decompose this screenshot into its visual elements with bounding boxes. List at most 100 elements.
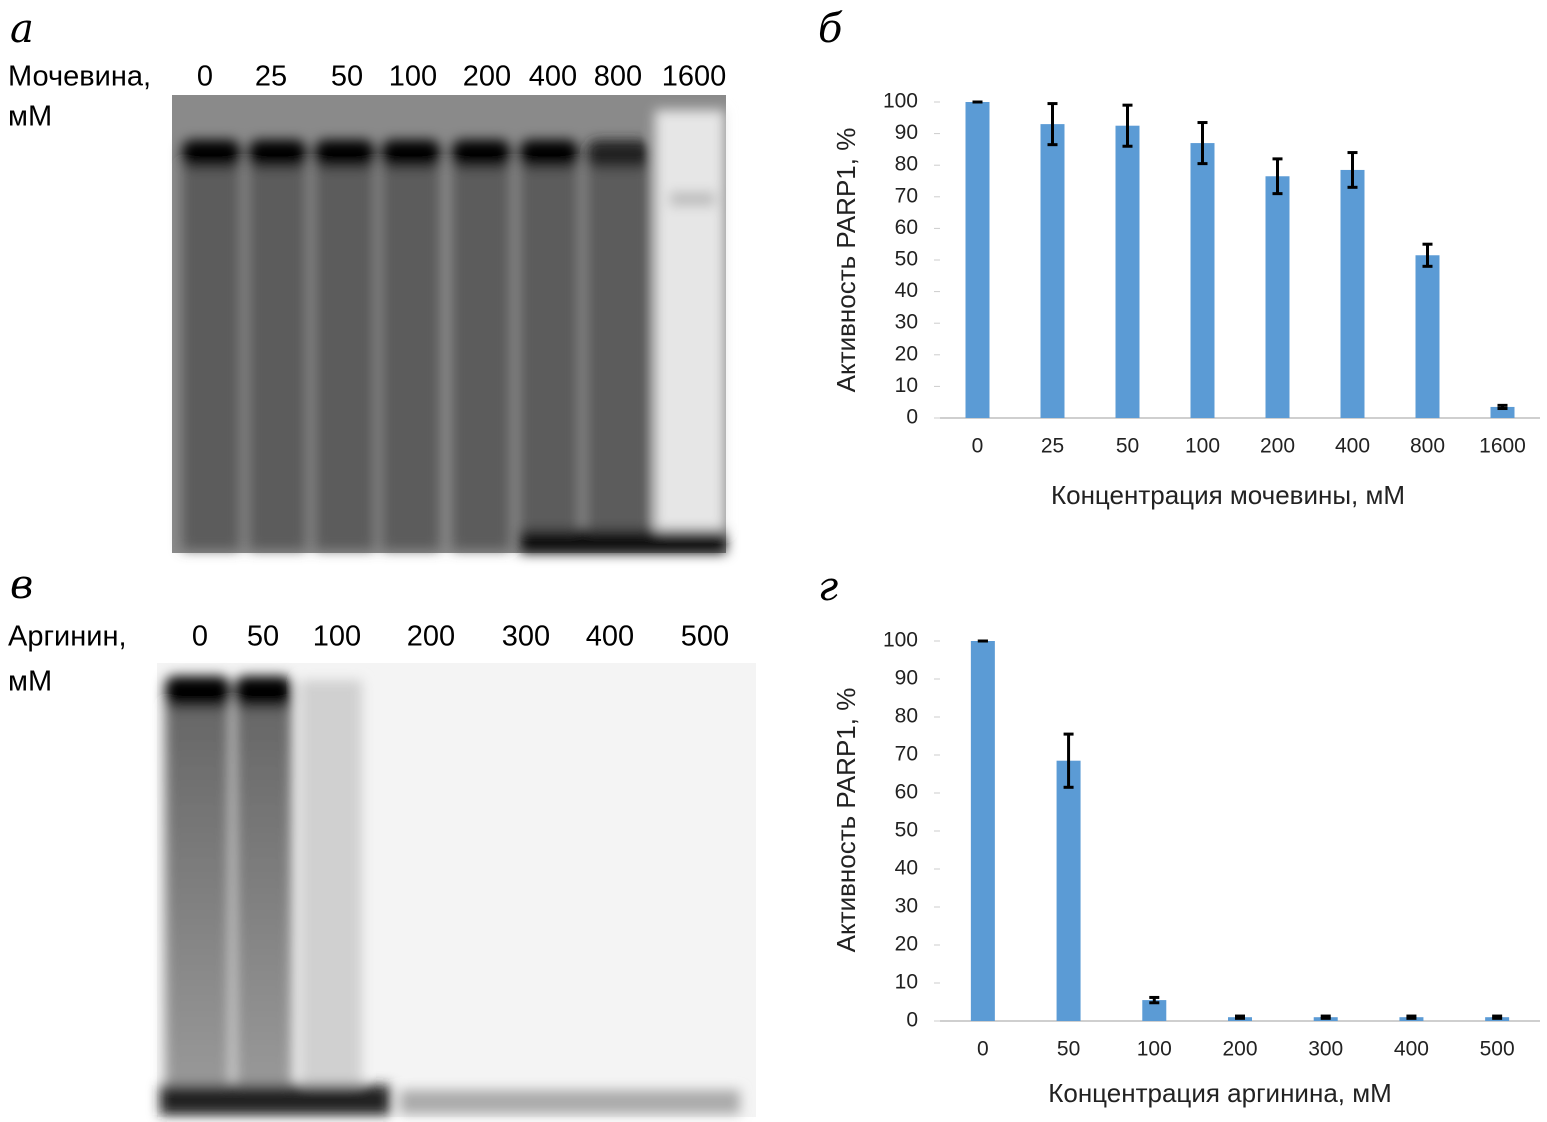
error-bar — [1347, 151, 1358, 189]
lane-label: 300 — [502, 621, 550, 653]
y-tick-label: 10 — [895, 374, 918, 397]
bar — [1056, 760, 1081, 1021]
lane-label: 400 — [586, 621, 634, 653]
bar — [965, 102, 990, 418]
lane-label: 800 — [594, 61, 642, 93]
x-tick-label: 400 — [1335, 435, 1370, 458]
panel-letter: г — [818, 564, 838, 610]
gel-band — [165, 676, 230, 708]
y-tick-label: 30 — [895, 895, 918, 918]
gel-lane — [315, 160, 374, 550]
y-tick-label: 70 — [895, 743, 918, 766]
y-tick-label: 70 — [895, 184, 918, 207]
x-tick-label: 100 — [1137, 1038, 1172, 1061]
x-tick-label: 300 — [1308, 1038, 1343, 1061]
bar — [1040, 124, 1065, 419]
x-tick-label: 50 — [1116, 435, 1139, 458]
gel-band — [520, 140, 578, 168]
error-bar — [1497, 403, 1508, 411]
x-tick-label: 0 — [972, 435, 984, 458]
lane-label: 100 — [313, 621, 361, 653]
lane-label: 200 — [407, 621, 455, 653]
gel-smear — [400, 1090, 740, 1114]
lane-label: 500 — [681, 621, 729, 653]
y-tick-label: 60 — [895, 781, 918, 804]
error-bar — [1492, 1014, 1503, 1020]
y-tick-label: 50 — [895, 819, 918, 842]
y-tick-label: 60 — [895, 216, 918, 239]
gel-label: Аргинин, — [8, 621, 127, 653]
error-bar — [1320, 1014, 1331, 1020]
error-bar — [1406, 1014, 1417, 1020]
y-tick-label: 80 — [895, 153, 918, 176]
bar — [1490, 406, 1515, 418]
lane-label: 0 — [192, 621, 208, 653]
gel-band — [249, 140, 306, 168]
gel-lane — [300, 680, 362, 1090]
error-bar — [1422, 242, 1433, 268]
y-tick-label: 100 — [883, 629, 918, 652]
x-tick-label: 0 — [977, 1038, 989, 1061]
error-bar — [1063, 732, 1074, 789]
gel-smear — [520, 530, 726, 553]
y-tick-label: 30 — [895, 311, 918, 334]
x-tick-label: 50 — [1057, 1038, 1080, 1061]
error-bar — [1122, 103, 1133, 148]
lane-label: 50 — [331, 61, 363, 93]
x-tick-label: 25 — [1041, 435, 1064, 458]
y-tick-label: 90 — [895, 667, 918, 690]
lane-label: 400 — [529, 61, 577, 93]
gel-lane — [249, 160, 306, 550]
gel-band — [587, 140, 650, 168]
gel-label: мМ — [8, 101, 52, 133]
y-tick-label: 20 — [895, 933, 918, 956]
x-tick-label: 500 — [1480, 1038, 1515, 1061]
gel-lane — [655, 110, 725, 550]
lane-label: 200 — [463, 61, 511, 93]
y-tick-label: 40 — [895, 279, 918, 302]
panel-letter: а — [10, 6, 34, 52]
gel-band — [452, 140, 510, 168]
x-tick-label: 400 — [1394, 1038, 1429, 1061]
gel-lane — [382, 160, 440, 550]
y-axis-title: Активность PARP1, % — [831, 688, 861, 953]
gel-lane — [182, 160, 240, 550]
x-axis-title: Концентрация мочевины, мМ — [1051, 480, 1405, 510]
gel-band — [315, 140, 374, 168]
gel-lane — [165, 700, 230, 1090]
y-tick-label: 10 — [895, 971, 918, 994]
x-tick-label: 800 — [1410, 435, 1445, 458]
gel-lane — [520, 160, 578, 550]
gel-band — [382, 140, 440, 168]
gel-lane — [235, 700, 292, 1090]
bar — [1340, 169, 1365, 418]
y-tick-label: 80 — [895, 705, 918, 728]
gel-smear — [160, 1085, 390, 1115]
y-tick-label: 0 — [906, 406, 918, 429]
y-tick-label: 100 — [883, 90, 918, 113]
error-bar — [1047, 102, 1058, 147]
y-tick-label: 20 — [895, 342, 918, 365]
panel-letter: в — [10, 562, 33, 608]
error-bar — [1149, 995, 1160, 1005]
lane-label: 100 — [389, 61, 437, 93]
y-tick-label: 50 — [895, 248, 918, 271]
panel-letter: б — [818, 6, 843, 52]
bar — [1142, 1000, 1167, 1021]
gel-band — [182, 140, 240, 168]
gel-lane — [587, 160, 650, 550]
error-bar — [1272, 157, 1283, 196]
x-axis-title: Концентрация аргинина, мМ — [1048, 1078, 1392, 1108]
error-bar — [1197, 121, 1208, 166]
bar — [1415, 255, 1440, 418]
lane-label: 50 — [247, 621, 279, 653]
x-tick-label: 1600 — [1479, 435, 1526, 458]
bar — [1115, 125, 1140, 418]
x-tick-label: 100 — [1185, 435, 1220, 458]
lane-label: 25 — [255, 61, 287, 93]
gel-label: мМ — [8, 666, 52, 698]
gel-label: Мочевина, — [8, 61, 151, 93]
lane-label: 1600 — [662, 61, 727, 93]
bar — [1265, 176, 1290, 418]
